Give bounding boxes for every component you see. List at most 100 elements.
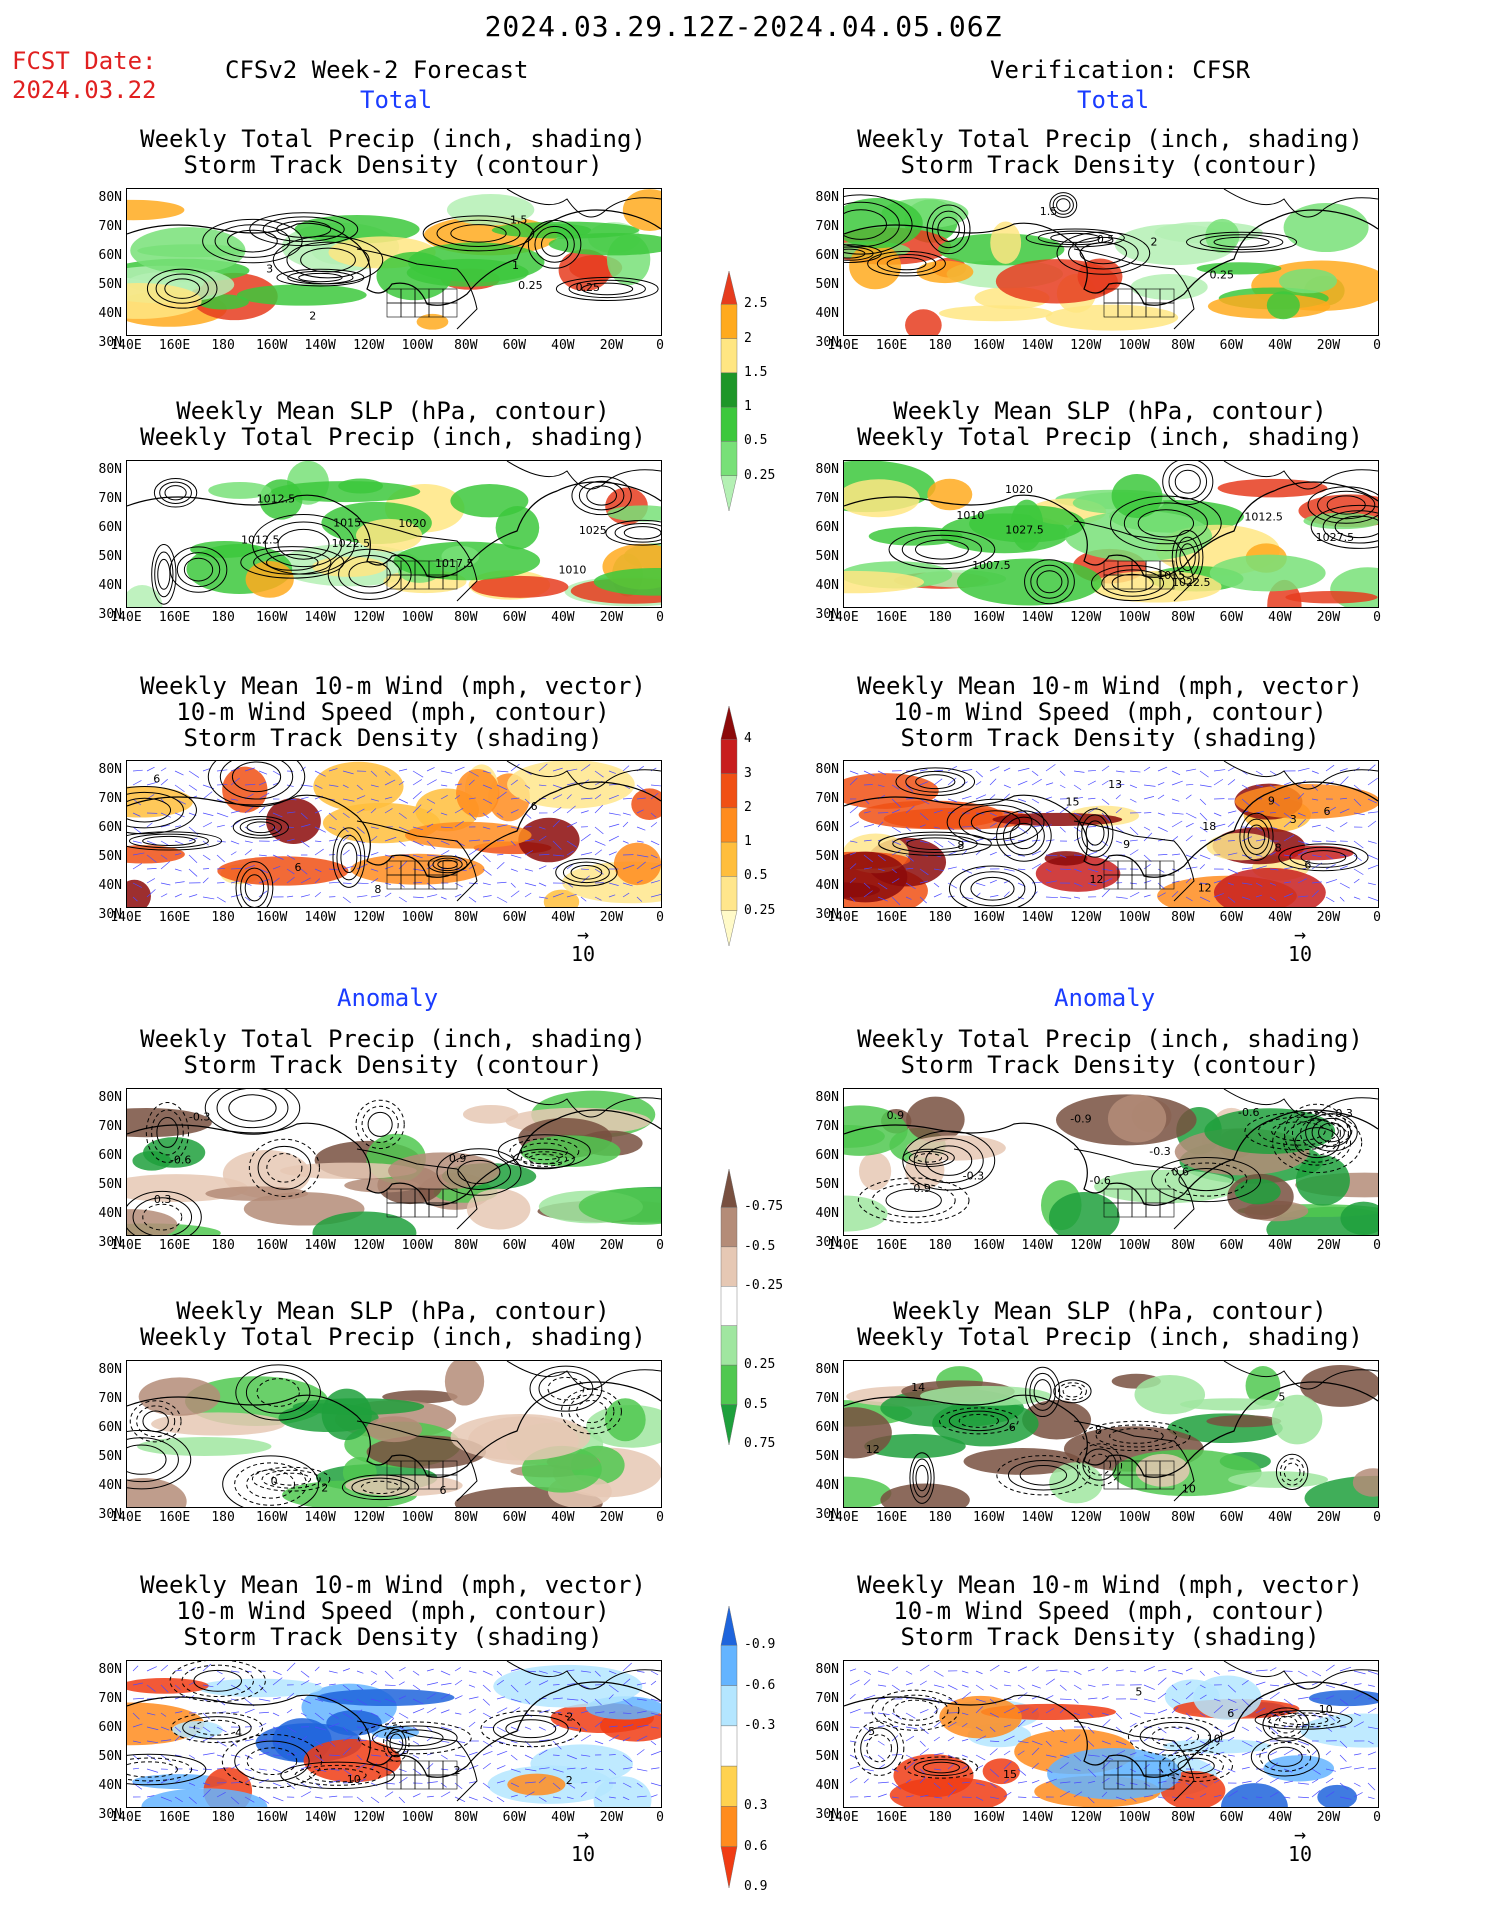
- wind-vector: [552, 767, 563, 772]
- wind-vector: [961, 1712, 969, 1716]
- wind-vector: [216, 1740, 227, 1747]
- wind-vector: [412, 896, 424, 899]
- lat-label: 60N: [815, 820, 839, 835]
- shading-blob: [355, 518, 423, 552]
- wind-vector: [356, 1796, 364, 1803]
- lon-label: 100W: [1118, 1810, 1150, 1825]
- contour-line: [146, 268, 218, 309]
- wind-vector: [412, 770, 424, 778]
- shading-blob: [593, 567, 661, 596]
- wind-vector: [300, 868, 308, 875]
- wind-vector: [538, 1739, 550, 1742]
- wind-vector: [650, 854, 658, 859]
- wind-vector: [1297, 895, 1309, 898]
- wind-vector: [580, 1791, 587, 1798]
- wind-vector: [1143, 1795, 1154, 1798]
- wind-vector: [1101, 1740, 1112, 1745]
- wind-vector: [1143, 1684, 1155, 1690]
- contour-line: [360, 1480, 400, 1495]
- wind-vector: [160, 1684, 169, 1693]
- wind-vector: [440, 850, 450, 856]
- wind-vector: [1129, 1782, 1138, 1785]
- wind-vector: [342, 849, 350, 856]
- wind-vector: [1059, 1707, 1067, 1714]
- lon-label: 40W: [551, 610, 575, 625]
- lon-label: 0: [1373, 1810, 1381, 1825]
- colorbar-swatch: [720, 1168, 738, 1208]
- contour-line: [1268, 1711, 1304, 1738]
- coastline: [127, 1381, 661, 1478]
- wind-vector: [1003, 891, 1010, 898]
- wind-vector: [1325, 1695, 1335, 1700]
- contour-label: 2: [566, 1774, 573, 1787]
- lat-label: 80N: [98, 462, 122, 477]
- shading-blob: [1285, 590, 1378, 604]
- contour-line: [1334, 515, 1378, 539]
- panel-title-line: Storm Track Density (shading): [900, 1623, 1320, 1651]
- wind-vector: [1339, 1796, 1352, 1800]
- colorbar-swatch: [720, 705, 738, 740]
- shading-blob: [416, 313, 449, 330]
- wind-vector: [440, 770, 453, 774]
- wind-vector: [356, 895, 368, 898]
- wind-vector: [849, 821, 859, 828]
- lon-label: 180: [928, 1810, 952, 1825]
- lon-label: 100W: [401, 610, 433, 625]
- wind-vector: [146, 1684, 156, 1692]
- wind-vector: [384, 808, 393, 814]
- contour-line: [893, 1699, 938, 1721]
- wind-vector: [1283, 1780, 1294, 1784]
- wind-vector: [1185, 783, 1194, 786]
- colorbar-swatch: [720, 406, 738, 442]
- wind-vector: [468, 1696, 479, 1700]
- shading-blob: [1206, 1415, 1282, 1428]
- contour-line: [1257, 1116, 1339, 1146]
- wind-vector: [594, 804, 604, 814]
- contour-line: [1168, 1753, 1224, 1779]
- lon-label: 160W: [972, 610, 1005, 625]
- lat-label: 30N: [815, 1807, 839, 1822]
- contour-line: [1283, 1462, 1301, 1482]
- wind-vector: [1311, 1749, 1318, 1756]
- wind-vector: [538, 1670, 548, 1674]
- contour-line: [605, 519, 661, 546]
- wind-vector: [1227, 852, 1238, 856]
- wind-vector: [863, 867, 873, 870]
- wind-vector: [426, 1682, 439, 1686]
- wind-vector: [496, 861, 505, 870]
- shading-blob: [844, 851, 908, 903]
- wind-vector: [1283, 1698, 1294, 1706]
- wind-vector: [1045, 1768, 1053, 1773]
- colorbar-swatch: [720, 1645, 738, 1686]
- wind-vector: [1129, 849, 1139, 856]
- wind-vector: [947, 1684, 958, 1691]
- wind-vector: [566, 840, 577, 848]
- wind-vector: [1171, 1698, 1181, 1705]
- wind-vector: [216, 1677, 225, 1686]
- lon-label: 180: [211, 1810, 235, 1825]
- shading-blob: [1352, 1468, 1378, 1497]
- state-box: [414, 1774, 430, 1790]
- wind-vector: [216, 812, 229, 818]
- na-coast: [356, 1720, 478, 1802]
- lat-label: 60N: [98, 1148, 122, 1163]
- wind-vector: [594, 1711, 605, 1714]
- wind-vector: [1031, 839, 1041, 842]
- shading-blob: [939, 1695, 1022, 1739]
- wind-vector: [1031, 863, 1042, 870]
- wind-vector: [440, 1670, 451, 1676]
- contour-line: [261, 1469, 321, 1489]
- shading-blob: [1308, 1690, 1378, 1707]
- contour-line: [913, 1759, 970, 1777]
- contour-line: [540, 231, 569, 257]
- state-box: [442, 874, 458, 890]
- contour-line: [623, 526, 661, 540]
- wind-vector: [356, 808, 365, 814]
- contour-line: [1267, 1746, 1303, 1767]
- contour-line: [866, 1734, 892, 1763]
- shading-blob: [622, 189, 661, 232]
- wind-vector: [1199, 1793, 1207, 1798]
- wind-vector: [132, 1767, 140, 1770]
